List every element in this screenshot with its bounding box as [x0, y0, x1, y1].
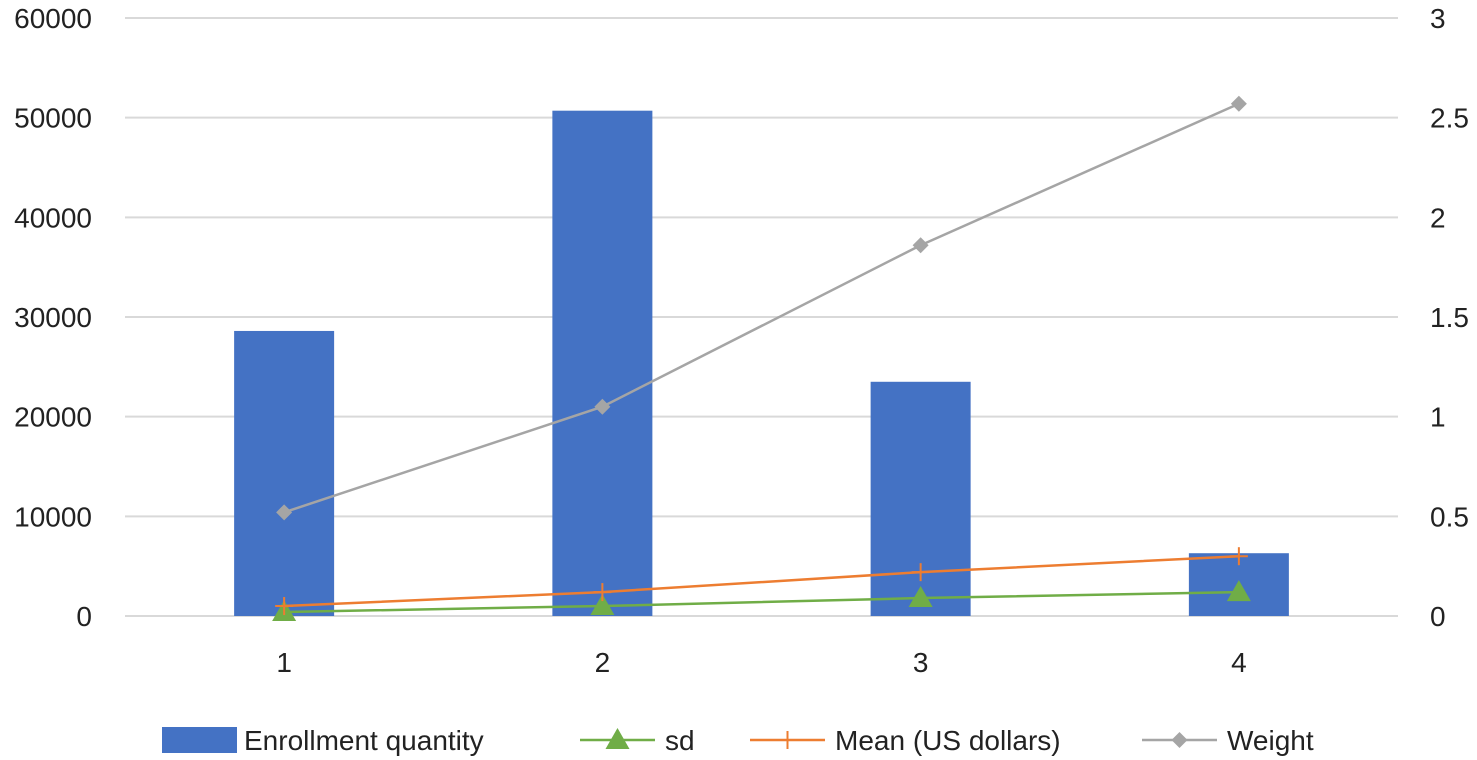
right-tick-label: 3: [1430, 3, 1446, 34]
series-line: [284, 554, 1239, 608]
triangle-marker: [908, 586, 933, 608]
line-series-group: [272, 580, 1251, 622]
series-line: [283, 102, 1240, 514]
x-tick-label: 1: [276, 647, 292, 678]
right-tick-label: 2: [1430, 202, 1446, 233]
legend-swatch: [162, 727, 237, 753]
plus-marker: [911, 563, 930, 582]
diamond-marker: [1171, 732, 1188, 748]
diamond-marker: [276, 504, 293, 521]
line-series-group: [275, 547, 1248, 616]
legend-label: Enrollment quantity: [244, 725, 484, 756]
plus-marker: [778, 731, 797, 749]
line-series: [272, 95, 1251, 622]
right-tick-label: 2.5: [1430, 103, 1469, 134]
left-tick-label: 60000: [14, 3, 92, 34]
right-tick-label: 1.5: [1430, 302, 1469, 333]
legend-item: sd: [580, 725, 695, 756]
x-tick-label: 2: [595, 647, 611, 678]
right-tick-label: 0: [1430, 601, 1446, 632]
legend-label: sd: [665, 725, 695, 756]
plus-marker: [1229, 547, 1248, 566]
bar-series: [234, 110, 1289, 616]
diamond-marker: [912, 237, 929, 254]
right-tick-label: 0.5: [1430, 501, 1469, 532]
diamond-marker: [1230, 95, 1247, 112]
gridlines: [125, 17, 1398, 617]
left-axis-ticks: 0 10000 20000 30000 40000 50000 60000: [14, 3, 92, 632]
left-tick-label: 10000: [14, 501, 92, 532]
legend: Enrollment quantity sd Mean (US dollars) We…: [162, 725, 1314, 756]
right-axis-ticks: 0 0.5 1 1.5 2 2.5 3: [1430, 3, 1469, 632]
legend-item: Mean (US dollars): [750, 725, 1061, 756]
legend-item: Weight: [1142, 725, 1314, 756]
triangle-marker: [1226, 580, 1251, 602]
legend-label: Weight: [1227, 725, 1314, 756]
left-tick-label: 50000: [14, 103, 92, 134]
x-axis-ticks: 1 2 3 4: [276, 647, 1246, 678]
left-tick-label: 30000: [14, 302, 92, 333]
bar: [552, 110, 653, 616]
triangle-marker: [605, 728, 630, 749]
line-series-group: [276, 95, 1247, 521]
left-tick-label: 40000: [14, 202, 92, 233]
plus-marker: [593, 583, 612, 602]
left-tick-label: 20000: [14, 402, 92, 433]
series-line: [284, 590, 1239, 614]
bar: [234, 330, 335, 616]
x-tick-label: 4: [1231, 647, 1247, 678]
plus-marker: [275, 597, 294, 616]
left-tick-label: 0: [76, 601, 92, 632]
triangle-marker: [590, 594, 615, 616]
diamond-marker: [594, 398, 611, 415]
right-tick-label: 1: [1430, 402, 1446, 433]
legend-item: Enrollment quantity: [162, 725, 484, 756]
legend-label: Mean (US dollars): [835, 725, 1061, 756]
x-tick-label: 3: [913, 647, 929, 678]
